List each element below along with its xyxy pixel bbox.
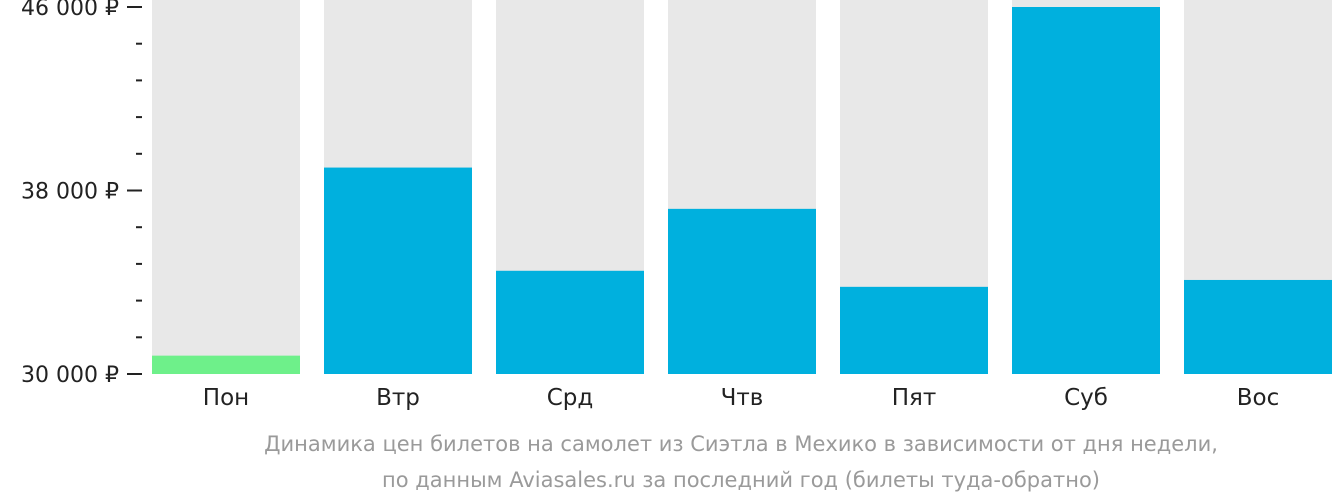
- bar-Вос: [1184, 279, 1332, 374]
- x-tick-label: Срд: [547, 385, 594, 411]
- y-tick-label: 46 000 ₽: [21, 0, 119, 21]
- bar-background: [152, 0, 300, 374]
- x-tick-label: Чтв: [721, 385, 764, 411]
- y-tick-label: 38 000 ₽: [21, 180, 119, 205]
- chart-caption-line-2: по данным Aviasales.ru за последний год …: [382, 468, 1100, 492]
- bar-Суб: [1012, 7, 1160, 374]
- x-axis: Пон Втр Срд Чтв Пят Суб Вос: [203, 385, 1279, 411]
- x-tick-label: Пят: [892, 385, 937, 411]
- bar-Чтв: [668, 208, 816, 374]
- y-tick-label: 30 000 ₽: [21, 363, 119, 388]
- bar-Втр: [324, 167, 472, 374]
- bar-Пят: [840, 286, 988, 374]
- x-tick-label: Суб: [1064, 385, 1108, 411]
- x-tick-label: Вос: [1237, 385, 1280, 411]
- bar-Срд: [496, 270, 644, 374]
- x-tick-label: Втр: [376, 385, 420, 411]
- chart-caption-line-1: Динамика цен билетов на самолет из Сиэтл…: [264, 432, 1218, 456]
- y-axis: 46 000 ₽ 38 000 ₽ 30 000 ₽: [21, 0, 142, 388]
- bar-Пон: [152, 355, 300, 374]
- bars: [152, 0, 1332, 374]
- x-tick-label: Пон: [203, 385, 249, 411]
